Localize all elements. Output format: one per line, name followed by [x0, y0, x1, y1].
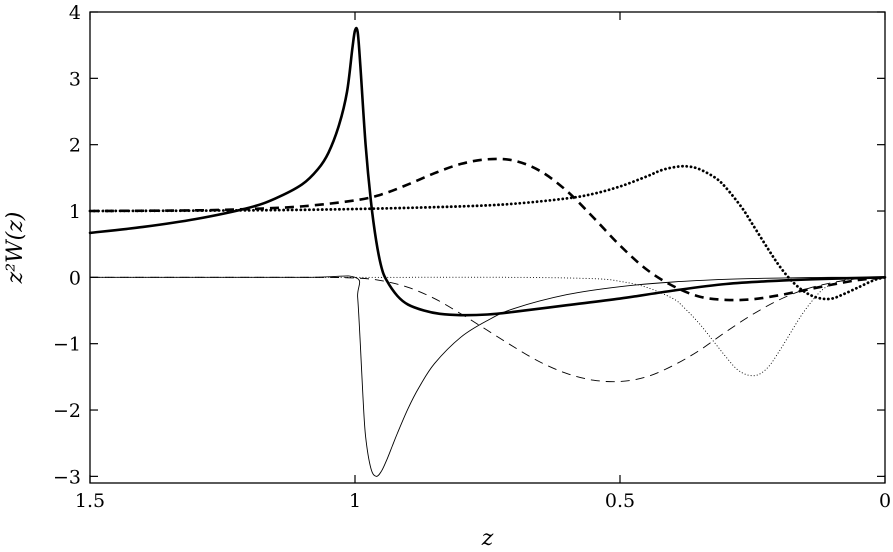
y-tick-label: 2	[69, 135, 81, 157]
y-tick-label: 3	[69, 68, 81, 90]
series-line-thin-dashed	[89, 276, 886, 383]
y-tick-label: 0	[69, 267, 81, 289]
y-tick-label: −3	[53, 466, 81, 488]
y-axis-label: z²W(z)	[3, 212, 28, 285]
series-line-thick-dotted	[88, 164, 887, 301]
series-layer	[88, 26, 887, 477]
series-line-thin-solid	[89, 275, 886, 477]
tick-layer: 1.5 1 0.5 0 −3 −2 −1 0 1 2 3 4	[53, 2, 891, 512]
y-tick-label: −1	[53, 334, 81, 356]
x-tick-label: 1	[349, 490, 361, 512]
plot-frame	[89, 11, 886, 484]
series-line-thick-solid	[88, 26, 887, 317]
y-tick-label: −2	[53, 400, 81, 422]
x-axis-label: z	[481, 526, 494, 551]
x-tick-label: 0	[879, 490, 891, 512]
x-tick-label: 1.5	[75, 490, 105, 512]
x-tick-label: 0.5	[605, 490, 635, 512]
y-tick-label: 4	[69, 2, 81, 24]
series-line-thin-dotted	[89, 276, 886, 377]
y-tick-label: 1	[69, 201, 81, 223]
series-line-thick-dashed	[89, 157, 886, 302]
